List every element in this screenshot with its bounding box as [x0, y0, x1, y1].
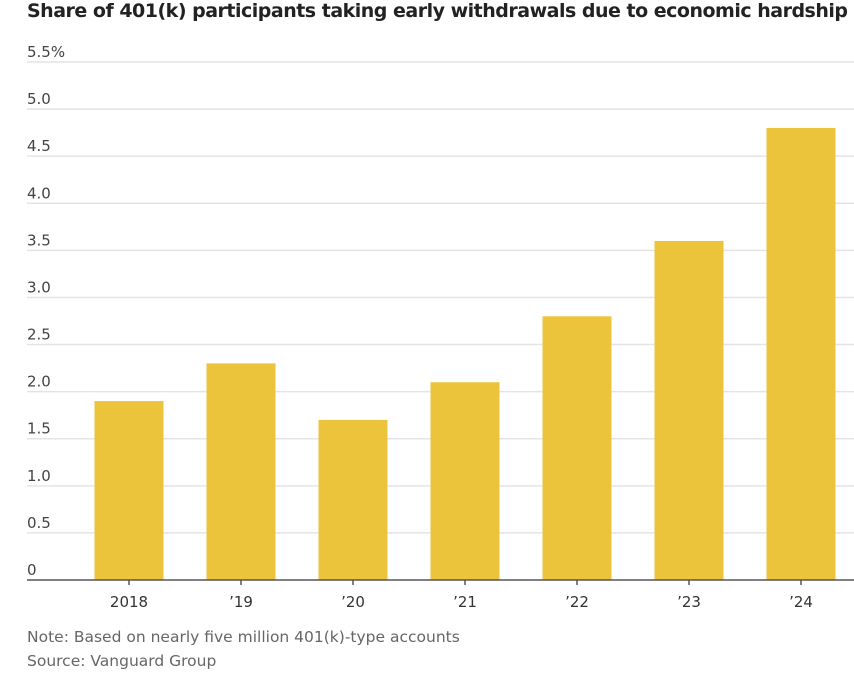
- bar: [766, 127, 836, 580]
- bar: [542, 316, 612, 580]
- bar-chart: 0 0.5 1.0 1.5 2.0 2.5 3.0 3.5 4.0 4.5 5.0 5.5% 2018…: [27, 43, 854, 611]
- y-tick-label: 2.5: [27, 326, 51, 344]
- x-tick-label: 2018: [110, 593, 148, 611]
- x-tick-label: ’23: [677, 593, 701, 611]
- y-tick-label: 3.5: [27, 231, 51, 249]
- x-axis: 2018 ’19 ’20 ’21 ’22 ’23 ’24: [27, 579, 854, 611]
- y-tick-label: 1.5: [27, 420, 51, 438]
- y-tick-label: 5.0: [27, 90, 51, 108]
- chart-title: Share of 401(k) participants taking earl…: [27, 0, 848, 22]
- bar: [94, 401, 164, 580]
- y-tick-label: 4.5: [27, 137, 51, 155]
- y-tick-label: 0: [27, 561, 37, 579]
- bar: [206, 363, 276, 580]
- bar: [654, 240, 724, 581]
- y-tick-label: 4.0: [27, 184, 51, 202]
- y-tick-label: 3.0: [27, 278, 51, 296]
- x-tick-label: ’24: [789, 593, 813, 611]
- y-tick-label: 5.5%: [27, 43, 65, 61]
- x-tick-label: ’21: [453, 593, 477, 611]
- chart-source: Source: Vanguard Group: [27, 652, 217, 670]
- y-tick-label: 1.0: [27, 467, 51, 485]
- x-tick-label: ’19: [229, 593, 253, 611]
- bars: [94, 127, 836, 581]
- x-tick-label: ’22: [565, 593, 589, 611]
- bar: [318, 419, 388, 580]
- x-tick-label: ’20: [341, 593, 365, 611]
- chart-note: Note: Based on nearly five million 401(k…: [27, 628, 460, 646]
- y-tick-label: 0.5: [27, 514, 51, 532]
- bar: [430, 382, 500, 580]
- y-tick-label: 2.0: [27, 373, 51, 391]
